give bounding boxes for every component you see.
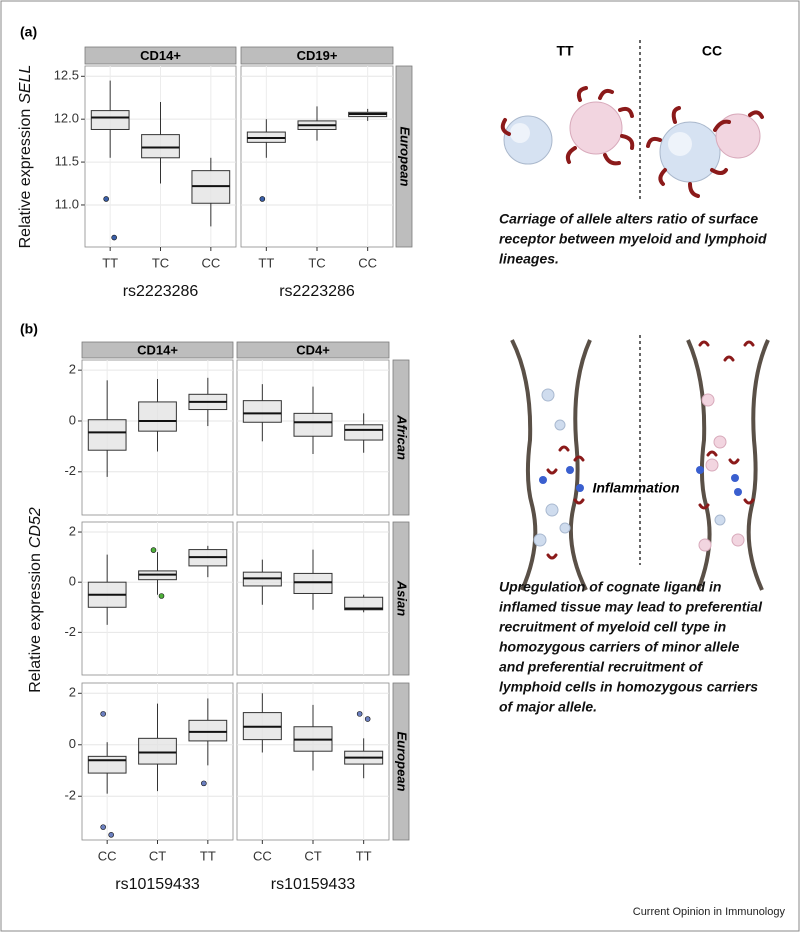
y-tick-label: -2 bbox=[64, 463, 76, 478]
outlier bbox=[158, 593, 165, 599]
genotype-label: TT bbox=[556, 43, 574, 59]
y-tick-label: -2 bbox=[64, 788, 76, 803]
outlier bbox=[108, 832, 114, 838]
facet-strip bbox=[236, 341, 390, 359]
facet-label: CD14+ bbox=[137, 342, 178, 357]
y-axis-title-text: Relative expression bbox=[27, 553, 44, 693]
y-tick-label: 2 bbox=[69, 362, 76, 377]
x-tick-label: CC bbox=[358, 255, 377, 270]
box bbox=[344, 596, 384, 611]
box bbox=[87, 755, 127, 774]
caption-line: homozygous carriers of minor allele bbox=[499, 639, 740, 655]
box bbox=[87, 419, 127, 451]
y-tick-label: -2 bbox=[64, 624, 76, 639]
x-tick-label: TT bbox=[258, 255, 274, 270]
y-tick-label: 12.5 bbox=[54, 68, 79, 83]
x-tick-label: CT bbox=[304, 848, 321, 863]
y-axis-title-gene: CD52 bbox=[27, 507, 44, 548]
genotype-label: CC bbox=[702, 43, 722, 59]
facet-label: CD4+ bbox=[296, 342, 330, 357]
outlier bbox=[364, 716, 371, 722]
box bbox=[242, 400, 282, 423]
x-axis-title: rs2223286 bbox=[279, 283, 355, 300]
outlier bbox=[356, 711, 363, 717]
caption-line: lineages. bbox=[499, 251, 559, 267]
y-tick-label: 0 bbox=[69, 574, 76, 589]
outlier bbox=[103, 196, 109, 202]
facet-strip bbox=[81, 341, 234, 359]
box bbox=[293, 572, 333, 594]
box bbox=[90, 110, 130, 130]
row-label: African bbox=[395, 414, 410, 460]
row-strip bbox=[392, 682, 410, 841]
outlier bbox=[201, 780, 207, 787]
x-tick-label: TT bbox=[102, 255, 118, 270]
row-strip bbox=[395, 65, 413, 248]
x-axis-title: rs10159433 bbox=[271, 876, 356, 893]
y-tick-label: 11.5 bbox=[55, 154, 79, 169]
y-tick-label: 0 bbox=[69, 736, 76, 751]
inflammation-label: Inflammation bbox=[592, 480, 679, 496]
x-axis-title: rs10159433 bbox=[115, 876, 200, 893]
box bbox=[293, 412, 333, 437]
caption-line: inflamed tissue may lead to preferential bbox=[499, 599, 763, 615]
x-tick-label: TC bbox=[152, 255, 169, 270]
row-strip bbox=[392, 521, 410, 676]
y-axis-title-gene: SELL bbox=[17, 65, 34, 104]
y-axis-title-text: Relative expression bbox=[17, 109, 34, 249]
caption-line: recruitment of myeloid cell type in bbox=[499, 619, 726, 635]
box bbox=[141, 134, 180, 159]
y-tick-label: 2 bbox=[69, 523, 76, 538]
panel-label: (a) bbox=[20, 24, 37, 40]
illustration-b: Inflammation bbox=[510, 335, 770, 591]
caption-line: Carriage of allele alters ratio of surfa… bbox=[499, 211, 758, 227]
y-axis-title: Relative expression SELL bbox=[17, 65, 34, 249]
row-label: European bbox=[398, 127, 413, 187]
box bbox=[138, 401, 177, 432]
caption-line: lymphoid cells in homozygous carriers bbox=[499, 679, 758, 695]
caption-line: and preferential recruitment of bbox=[499, 659, 703, 675]
x-axis-title: rs2223286 bbox=[123, 283, 199, 300]
x-tick-label: CT bbox=[149, 848, 166, 863]
panel-label: (b) bbox=[20, 321, 38, 337]
x-tick-label: CC bbox=[253, 848, 272, 863]
x-tick-label: CC bbox=[98, 848, 117, 863]
row-strip bbox=[392, 359, 410, 516]
y-tick-label: 11.0 bbox=[55, 196, 79, 211]
facet-label: CD19+ bbox=[297, 48, 338, 63]
x-tick-label: TT bbox=[356, 848, 372, 863]
footer: Current Opinion in Immunology bbox=[633, 906, 786, 918]
outlier bbox=[111, 234, 117, 241]
x-tick-label: TC bbox=[308, 255, 325, 270]
facet-strip bbox=[84, 46, 237, 65]
illustration-a: TT CC bbox=[500, 40, 764, 200]
row-label: Asian bbox=[395, 580, 410, 616]
y-tick-label: 12.0 bbox=[54, 111, 79, 126]
box bbox=[344, 424, 384, 441]
outlier bbox=[100, 711, 106, 717]
caption-line: Upregulation of cognate ligand in bbox=[499, 579, 721, 595]
facet-strip bbox=[240, 46, 394, 65]
x-tick-label: TT bbox=[200, 848, 216, 863]
box bbox=[188, 719, 228, 742]
caption-line: of major allele. bbox=[499, 699, 597, 715]
caption-line: receptor between myeloid and lymphoid bbox=[499, 231, 767, 247]
row-label: European bbox=[395, 732, 410, 792]
facet-label: CD14+ bbox=[140, 48, 181, 63]
y-axis-title: Relative expression CD52 bbox=[27, 507, 44, 693]
outlier bbox=[100, 824, 106, 830]
box bbox=[138, 737, 177, 765]
y-tick-label: 0 bbox=[69, 412, 76, 427]
outlier bbox=[259, 196, 266, 202]
y-tick-label: 2 bbox=[69, 685, 76, 700]
outlier bbox=[150, 547, 157, 553]
x-tick-label: CC bbox=[201, 255, 220, 270]
